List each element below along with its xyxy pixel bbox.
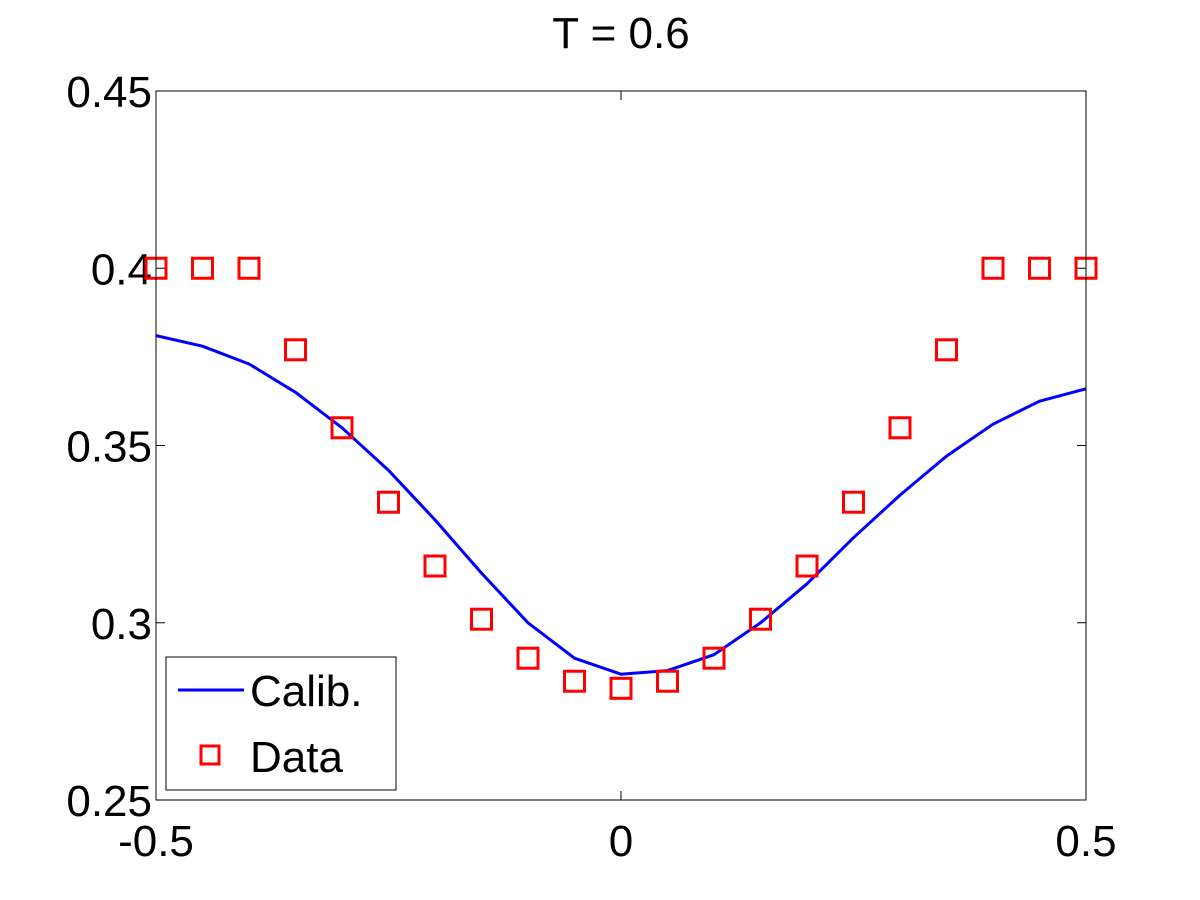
data-point-marker (842, 490, 865, 514)
data-point-marker (702, 646, 726, 670)
x-tick-label: 0 (609, 817, 633, 866)
plot-border (155, 90, 1087, 801)
chart-title: T = 0.6 (552, 9, 689, 58)
data-point-marker (563, 669, 586, 693)
data-point-marker (888, 416, 912, 440)
data-point-marker (981, 256, 1005, 280)
data-point-marker (1028, 256, 1051, 280)
legend: Calib. Data (165, 656, 397, 791)
legend-marker-square (199, 744, 221, 766)
data-point-marker (377, 490, 400, 514)
y-tick-label: 0.45 (66, 68, 152, 117)
data-point-marker (191, 256, 214, 280)
data-point-marker (795, 554, 819, 578)
data-point-marker (470, 607, 493, 631)
x-tick-label: -0.5 (118, 817, 194, 866)
legend-label-data: Data (250, 733, 343, 782)
data-point-marker (284, 338, 307, 362)
y-tick-label: 0.3 (91, 600, 152, 649)
series-line-calib (155, 334, 1087, 676)
y-tick-label: 0.35 (66, 423, 152, 472)
data-point-marker (749, 607, 772, 631)
data-point-marker (423, 554, 447, 578)
data-point-marker (656, 669, 679, 693)
data-point-marker (935, 338, 958, 362)
data-point-marker (609, 676, 633, 700)
axis-tick-labels: -0.5 0 0.5 0.25 0.3 0.35 0.4 0.45 (66, 68, 1116, 866)
x-tick-label: 0.5 (1055, 817, 1116, 866)
legend-label-calib: Calib. (250, 667, 363, 716)
data-point-marker (330, 416, 354, 440)
legend-box (165, 656, 397, 791)
data-point-marker (516, 646, 540, 670)
y-tick-label: 0.4 (91, 245, 152, 294)
y-tick-label: 0.25 (66, 777, 152, 826)
data-point-marker (237, 256, 261, 280)
